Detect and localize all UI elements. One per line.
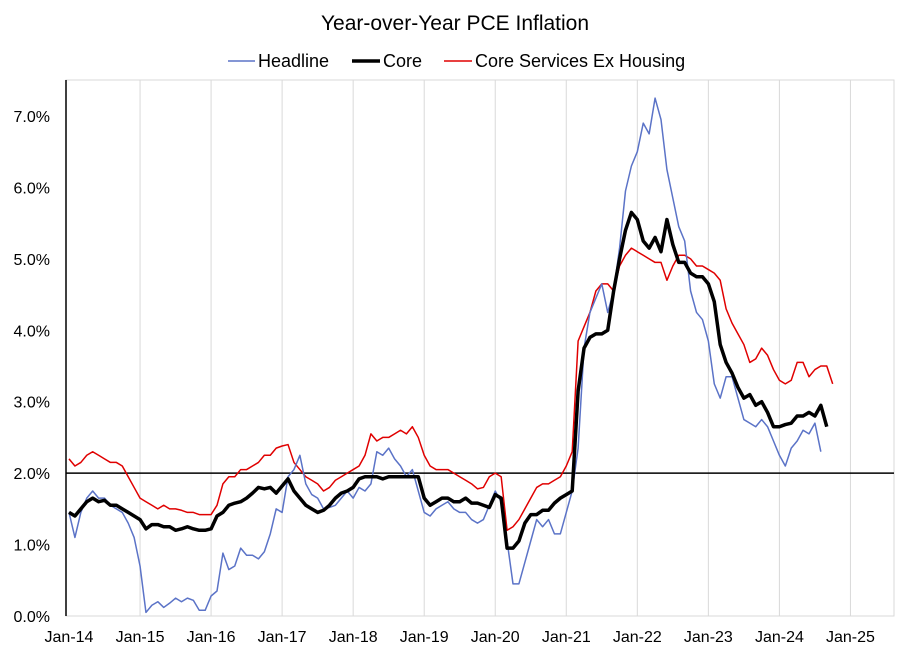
x-axis-ticks: Jan-14 Jan-15 Jan-16 Jan-17 Jan-18 Jan-19 Jan-… [45, 629, 875, 646]
x-tick-label: Jan-15 [116, 629, 165, 646]
x-tick-label: Jan-24 [755, 629, 804, 646]
series-group [68, 97, 834, 614]
legend-item-core-services-ex-housing: Core Services Ex Housing [444, 51, 685, 71]
legend-item-core: Core [352, 51, 422, 71]
grid [139, 80, 851, 616]
y-tick-label: 4.0% [14, 323, 50, 340]
legend-label-core-services-ex-housing: Core Services Ex Housing [475, 51, 685, 71]
y-tick-label: 1.0% [14, 538, 50, 555]
plot-area [65, 79, 895, 617]
legend-label-headline: Headline [258, 51, 329, 71]
y-axis-ticks: 0.0% 1.0% 2.0% 3.0% 4.0% 5.0% 6.0% 7.0% [14, 109, 50, 626]
series-line-core [68, 210, 829, 550]
x-tick-label: Jan-25 [826, 629, 875, 646]
series-line-headline [68, 97, 822, 614]
x-tick-label: Jan-22 [613, 629, 662, 646]
y-tick-label: 5.0% [14, 252, 50, 269]
x-tick-label: Jan-21 [542, 629, 591, 646]
x-tick-label: Jan-14 [45, 629, 94, 646]
legend-label-core: Core [383, 51, 422, 71]
legend: Headline Core Core Services Ex Housing [228, 51, 685, 71]
y-tick-label: 2.0% [14, 466, 50, 483]
x-tick-label: Jan-23 [684, 629, 733, 646]
y-tick-label: 6.0% [14, 180, 50, 197]
y-tick-label: 7.0% [14, 109, 50, 126]
x-tick-label: Jan-17 [258, 629, 307, 646]
x-tick-label: Jan-20 [471, 629, 520, 646]
x-tick-label: Jan-18 [329, 629, 378, 646]
y-tick-label: 3.0% [14, 395, 50, 412]
series-line-core-services-ex-housing [68, 247, 834, 532]
legend-item-headline: Headline [228, 51, 329, 71]
chart-title: Year-over-Year PCE Inflation [321, 12, 589, 35]
x-tick-label: Jan-19 [400, 629, 449, 646]
x-tick-label: Jan-16 [187, 629, 236, 646]
y-tick-label: 0.0% [14, 609, 50, 626]
